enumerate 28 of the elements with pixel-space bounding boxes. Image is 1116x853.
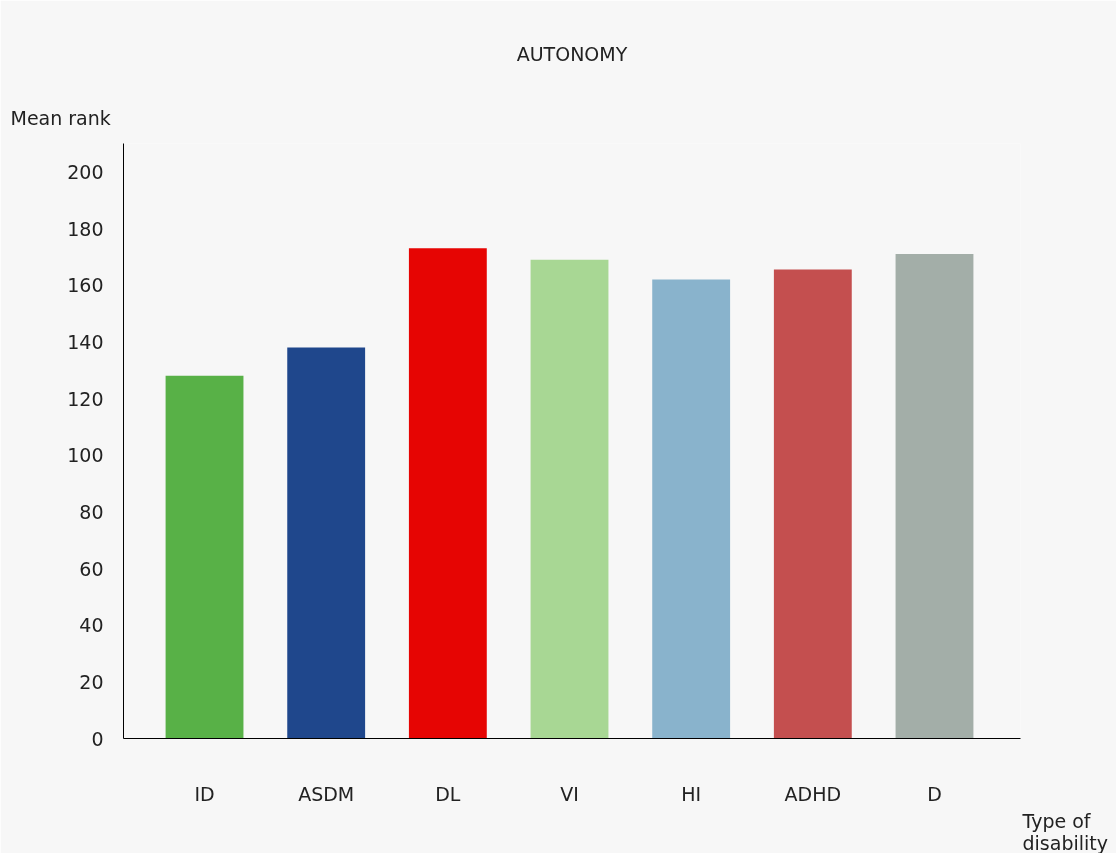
y-axis-title: Mean rank — [10, 106, 111, 129]
x-tick-label: VI — [560, 782, 579, 805]
y-tick-label: 180 — [67, 217, 104, 240]
x-tick-label: HI — [681, 782, 702, 805]
y-tick-label: 0 — [91, 727, 104, 750]
bar — [773, 269, 852, 739]
y-tick-label: 140 — [67, 330, 104, 353]
chart-title: AUTONOMY — [516, 42, 628, 65]
y-tick-label: 100 — [67, 444, 104, 467]
y-tick-label: 80 — [79, 500, 104, 523]
y-tick-label: 160 — [67, 274, 104, 297]
x-tick-label: ASDM — [298, 782, 355, 805]
bar — [895, 254, 974, 739]
x-tick-label: D — [927, 782, 942, 805]
bar — [652, 279, 731, 739]
bar — [165, 375, 244, 739]
x-tick-label: DL — [435, 782, 461, 805]
x-tick-label: ADHD — [784, 782, 842, 805]
x-tick-label: ID — [194, 782, 215, 805]
bar — [530, 259, 609, 739]
x-axis-title: Type of disability — [1021, 809, 1108, 853]
y-tick-label: 200 — [67, 160, 104, 183]
y-tick-label: 120 — [67, 387, 104, 410]
bar — [287, 347, 366, 739]
bar — [408, 248, 487, 739]
y-tick-label: 40 — [79, 614, 104, 637]
y-tick-label: 20 — [79, 670, 104, 693]
y-tick-label: 60 — [79, 557, 104, 580]
